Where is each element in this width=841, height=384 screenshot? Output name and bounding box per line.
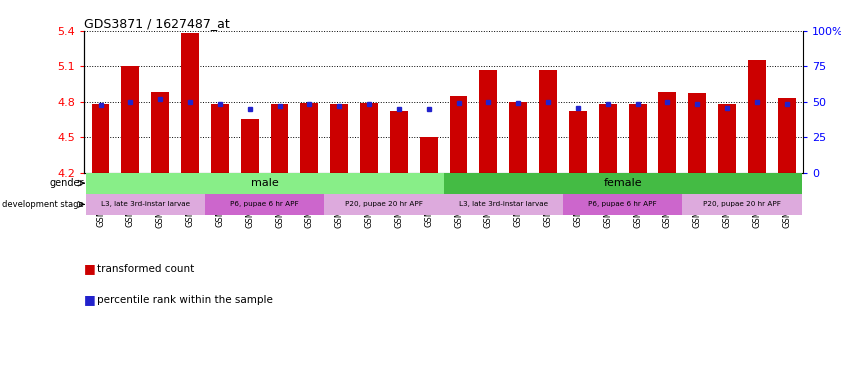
Text: ■: ■ bbox=[84, 293, 96, 306]
Bar bbox=[241, 119, 259, 172]
Text: ■: ■ bbox=[84, 262, 96, 275]
Bar bbox=[211, 104, 229, 172]
Bar bbox=[390, 111, 408, 172]
Bar bbox=[563, 194, 682, 215]
Bar bbox=[688, 93, 706, 172]
Bar bbox=[444, 194, 563, 215]
Bar bbox=[628, 104, 647, 172]
Bar bbox=[360, 103, 378, 172]
Text: female: female bbox=[603, 178, 642, 188]
Bar bbox=[510, 102, 527, 172]
Bar bbox=[420, 137, 437, 172]
Bar bbox=[599, 104, 616, 172]
Text: transformed count: transformed count bbox=[97, 264, 194, 274]
Bar bbox=[325, 194, 444, 215]
Bar bbox=[86, 172, 443, 194]
Bar bbox=[331, 104, 348, 172]
Text: gender: gender bbox=[49, 178, 83, 188]
Bar bbox=[778, 98, 796, 172]
Bar bbox=[86, 194, 205, 215]
Bar bbox=[444, 172, 801, 194]
Text: percentile rank within the sample: percentile rank within the sample bbox=[97, 295, 272, 305]
Bar bbox=[92, 104, 109, 172]
Bar bbox=[121, 66, 140, 172]
Text: GDS3871 / 1627487_at: GDS3871 / 1627487_at bbox=[84, 17, 230, 30]
Bar bbox=[659, 92, 676, 172]
Text: P20, pupae 20 hr APF: P20, pupae 20 hr APF bbox=[345, 201, 423, 207]
Text: P6, pupae 6 hr APF: P6, pupae 6 hr APF bbox=[230, 201, 299, 207]
Bar bbox=[748, 60, 766, 172]
Bar bbox=[300, 103, 318, 172]
Bar bbox=[271, 104, 288, 172]
Text: L3, late 3rd-instar larvae: L3, late 3rd-instar larvae bbox=[101, 201, 190, 207]
Bar bbox=[151, 92, 169, 172]
Text: L3, late 3rd-instar larvae: L3, late 3rd-instar larvae bbox=[458, 201, 547, 207]
Text: P6, pupae 6 hr APF: P6, pupae 6 hr APF bbox=[589, 201, 657, 207]
Text: development stage: development stage bbox=[2, 200, 83, 209]
Bar bbox=[450, 96, 468, 172]
Text: P20, pupae 20 hr APF: P20, pupae 20 hr APF bbox=[703, 201, 781, 207]
Bar bbox=[539, 70, 557, 172]
Bar bbox=[569, 111, 587, 172]
Bar bbox=[718, 104, 736, 172]
Bar bbox=[181, 33, 199, 172]
Bar bbox=[479, 70, 497, 172]
Bar bbox=[682, 194, 801, 215]
Bar bbox=[205, 194, 325, 215]
Text: male: male bbox=[251, 178, 278, 188]
